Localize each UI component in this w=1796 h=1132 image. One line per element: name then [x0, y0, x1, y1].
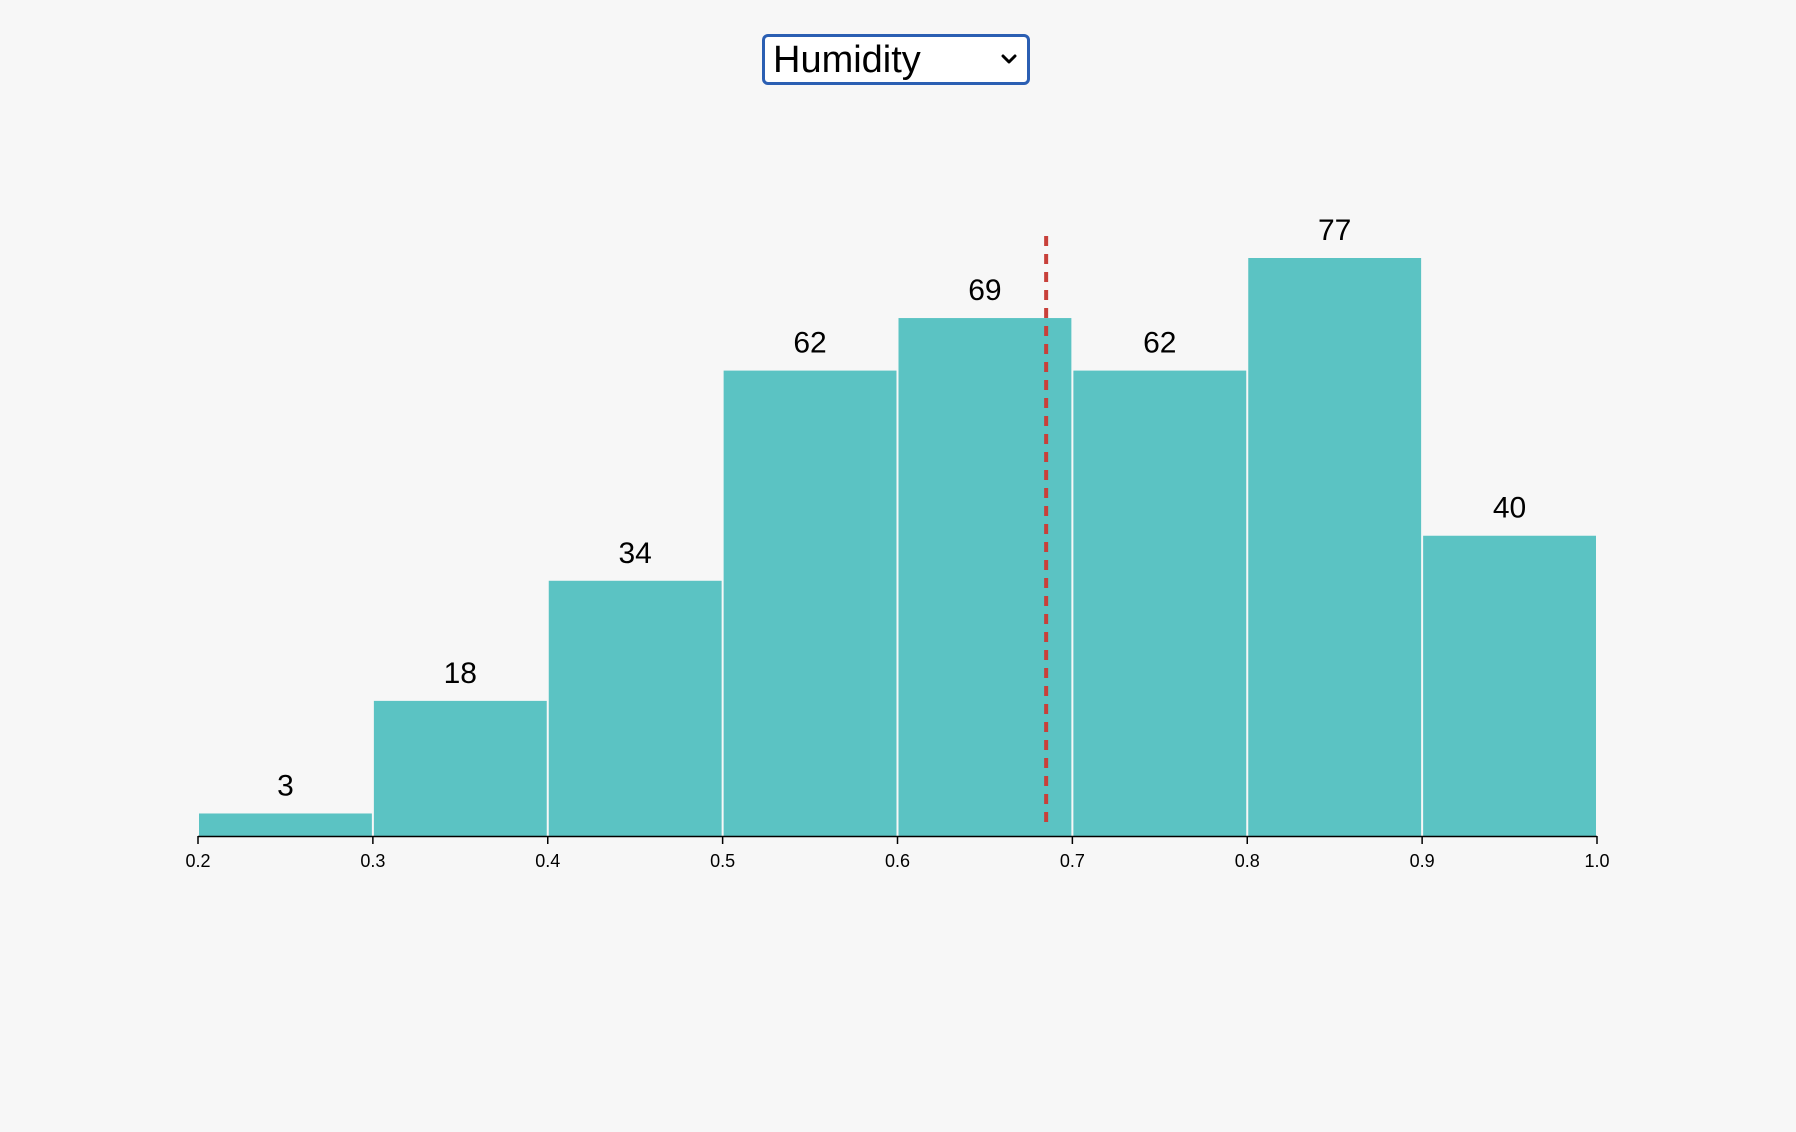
x-tick-label: 0.5 [710, 851, 735, 871]
x-tick-label: 0.7 [1060, 851, 1085, 871]
bar-value-label: 62 [793, 327, 826, 360]
x-tick-label: 0.6 [885, 851, 910, 871]
bar-value-label: 40 [1493, 492, 1526, 525]
bar-value-label: 62 [1143, 327, 1176, 360]
bar-value-label: 69 [968, 274, 1001, 307]
histogram-bar [1423, 535, 1596, 836]
metric-select[interactable]: Humidity [762, 34, 1030, 85]
x-axis: 0.2 0.3 0.4 0.5 0.6 0.7 0.8 0.9 1.0 [185, 835, 1610, 871]
metric-select-value: Humidity [773, 39, 921, 81]
x-tick-label: 0.3 [360, 851, 385, 871]
x-tick-label: 0.9 [1410, 851, 1435, 871]
bar-value-label: 77 [1318, 214, 1351, 247]
histogram-bar [898, 318, 1072, 836]
histogram-bar [1248, 258, 1422, 836]
histogram-bar [548, 580, 722, 836]
histogram-bar [723, 370, 897, 836]
histogram-bar [373, 700, 547, 836]
bar-labels-group: 3 18 34 62 69 62 77 40 [277, 214, 1526, 802]
x-tick-label: 0.2 [185, 851, 210, 871]
histogram-bar [199, 813, 372, 836]
bar-value-label: 18 [444, 657, 477, 690]
chevron-down-icon [1001, 54, 1017, 64]
x-tick-label: 1.0 [1584, 851, 1609, 871]
x-tick-label: 0.8 [1235, 851, 1260, 871]
x-tick-label: 0.4 [535, 851, 560, 871]
bar-value-label: 34 [619, 537, 652, 570]
bar-value-label: 3 [277, 769, 294, 802]
bars-group [199, 258, 1596, 836]
histogram-bar [1073, 370, 1247, 836]
